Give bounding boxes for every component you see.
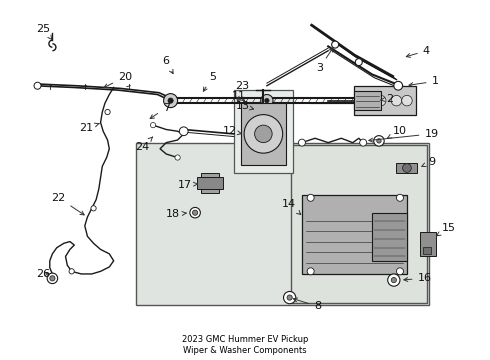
Text: 9: 9 — [422, 157, 435, 167]
Circle shape — [190, 207, 200, 218]
Text: 1: 1 — [409, 76, 439, 86]
Text: 6: 6 — [163, 56, 173, 73]
Text: 23: 23 — [235, 81, 249, 101]
Bar — [396, 163, 417, 173]
Circle shape — [360, 139, 367, 146]
Circle shape — [91, 206, 96, 211]
Circle shape — [377, 139, 381, 143]
Circle shape — [69, 269, 74, 274]
Text: 3: 3 — [316, 48, 333, 73]
Bar — [420, 232, 436, 256]
Circle shape — [34, 82, 41, 89]
Bar — [302, 195, 407, 274]
Text: 5: 5 — [203, 72, 216, 91]
Circle shape — [396, 268, 403, 275]
Text: 10: 10 — [388, 126, 407, 138]
Text: 25: 25 — [37, 24, 52, 39]
Circle shape — [265, 98, 269, 103]
Text: 13: 13 — [235, 101, 254, 111]
Circle shape — [47, 273, 58, 284]
Circle shape — [193, 210, 198, 215]
Circle shape — [50, 276, 55, 281]
Bar — [292, 145, 427, 303]
Text: 12: 12 — [223, 126, 241, 136]
Text: 14: 14 — [282, 199, 301, 215]
Bar — [354, 86, 416, 114]
Circle shape — [375, 95, 386, 106]
Text: 20: 20 — [104, 72, 132, 87]
Circle shape — [261, 94, 273, 107]
Circle shape — [391, 278, 396, 283]
Text: 8: 8 — [294, 298, 321, 311]
Circle shape — [175, 155, 180, 160]
Circle shape — [361, 95, 371, 106]
Polygon shape — [311, 24, 396, 80]
Bar — [241, 103, 286, 165]
Text: 11: 11 — [232, 91, 246, 101]
Circle shape — [298, 139, 305, 146]
Circle shape — [374, 136, 384, 146]
Circle shape — [355, 59, 362, 66]
Text: 21: 21 — [79, 123, 99, 133]
Bar — [136, 143, 429, 305]
Circle shape — [255, 125, 272, 143]
Circle shape — [244, 114, 283, 153]
Circle shape — [150, 122, 156, 128]
Circle shape — [179, 127, 188, 136]
Bar — [201, 173, 219, 193]
Text: 26: 26 — [37, 269, 50, 279]
Text: 15: 15 — [437, 222, 456, 236]
Circle shape — [164, 94, 177, 108]
Circle shape — [287, 295, 292, 300]
Circle shape — [391, 95, 402, 106]
Text: 24: 24 — [135, 137, 152, 152]
Text: 7: 7 — [150, 103, 170, 118]
Bar — [372, 213, 407, 261]
Text: 18: 18 — [166, 210, 186, 220]
Text: 2023 GMC Hummer EV Pickup
Wiper & Washer Components: 2023 GMC Hummer EV Pickup Wiper & Washer… — [182, 335, 308, 355]
Bar — [354, 91, 381, 110]
Circle shape — [307, 194, 314, 201]
Text: 4: 4 — [406, 46, 430, 57]
Text: 17: 17 — [177, 180, 197, 190]
Bar — [234, 90, 293, 173]
Circle shape — [332, 41, 339, 48]
Bar — [423, 247, 432, 254]
Circle shape — [388, 274, 400, 286]
Bar — [197, 177, 223, 189]
Text: 19: 19 — [369, 129, 439, 142]
Circle shape — [394, 81, 403, 90]
Circle shape — [403, 164, 411, 172]
Circle shape — [402, 95, 412, 106]
Circle shape — [168, 98, 173, 103]
Text: 2: 2 — [380, 94, 393, 104]
Circle shape — [284, 292, 296, 304]
Text: 16: 16 — [404, 273, 432, 283]
Text: 22: 22 — [51, 193, 84, 215]
Circle shape — [307, 268, 314, 275]
Circle shape — [105, 109, 110, 114]
Circle shape — [396, 194, 403, 201]
